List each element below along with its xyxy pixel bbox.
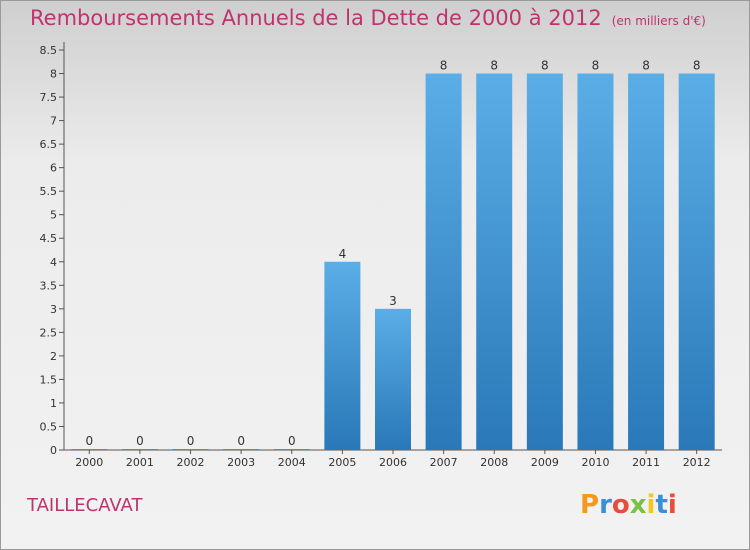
bar xyxy=(425,73,462,450)
data-label: 0 xyxy=(187,434,195,448)
y-tick-label: 7 xyxy=(50,115,57,128)
y-tick-label: 5.5 xyxy=(40,185,58,198)
bar xyxy=(628,73,665,450)
y-tick-label: 5 xyxy=(50,209,57,222)
data-label: 8 xyxy=(440,59,448,73)
x-tick-label: 2008 xyxy=(480,456,508,469)
proxiti-logo: Proxiti xyxy=(580,490,677,520)
data-label: 3 xyxy=(389,294,397,308)
chart-title: Remboursements Annuels de la Dette de 20… xyxy=(30,6,706,30)
y-tick-label: 2.5 xyxy=(40,326,58,339)
y-tick-label: 3.5 xyxy=(40,279,58,292)
logo-letter: t xyxy=(655,490,668,520)
x-tick-label: 2001 xyxy=(126,456,154,469)
bar xyxy=(172,449,209,450)
data-label: 0 xyxy=(136,434,144,448)
y-tick-label: 1.5 xyxy=(40,373,58,386)
y-tick-label: 4 xyxy=(50,256,57,269)
x-tick-label: 2002 xyxy=(177,456,205,469)
y-tick-label: 1 xyxy=(50,397,57,410)
bar xyxy=(71,449,108,450)
proxiti-logo-text: Proxiti xyxy=(580,490,677,520)
x-tick-label: 2011 xyxy=(632,456,660,469)
bar xyxy=(324,261,361,450)
y-tick-label: 8 xyxy=(50,68,57,81)
bar xyxy=(121,449,158,450)
bar xyxy=(375,308,411,450)
data-label: 8 xyxy=(693,59,701,73)
chart-title-text: Remboursements Annuels de la Dette de 20… xyxy=(30,6,602,30)
y-tick-label: 0 xyxy=(50,444,57,457)
logo-letter: r xyxy=(599,490,612,520)
y-tick-label: 2 xyxy=(50,350,57,363)
logo-letter: P xyxy=(580,490,600,520)
x-tick-label: 2006 xyxy=(379,456,407,469)
bar xyxy=(526,73,563,450)
x-tick-label: 2012 xyxy=(683,456,711,469)
logo-letter: i xyxy=(667,490,677,520)
y-tick-label: 7.5 xyxy=(40,91,58,104)
data-label: 8 xyxy=(642,59,650,73)
y-tick-label: 6 xyxy=(50,162,57,175)
x-tick-label: 2004 xyxy=(278,456,306,469)
y-tick-label: 3 xyxy=(50,303,57,316)
y-tick-label: 6.5 xyxy=(40,138,58,151)
logo-letter: o xyxy=(611,490,630,520)
data-label: 8 xyxy=(541,59,549,73)
data-label: 8 xyxy=(592,59,600,73)
data-label: 8 xyxy=(490,59,498,73)
bar xyxy=(223,449,260,450)
bar xyxy=(476,73,513,450)
data-label: 0 xyxy=(288,434,296,448)
y-tick-label: 8.5 xyxy=(40,44,58,57)
bar xyxy=(577,73,614,450)
x-tick-label: 2003 xyxy=(227,456,255,469)
logo-letter: x xyxy=(629,490,647,520)
x-tick-label: 2007 xyxy=(430,456,458,469)
x-tick-label: 2000 xyxy=(75,456,103,469)
x-tick-label: 2005 xyxy=(328,456,356,469)
chart-unit: (en milliers d'€) xyxy=(611,14,706,28)
bar xyxy=(273,449,310,450)
commune-name: TAILLECAVAT xyxy=(27,495,143,516)
logo-letter: i xyxy=(646,490,656,520)
data-label: 0 xyxy=(237,434,245,448)
y-tick-label: 4.5 xyxy=(40,232,58,245)
data-label: 0 xyxy=(85,434,93,448)
data-label: 4 xyxy=(339,247,347,261)
x-tick-label: 2009 xyxy=(531,456,559,469)
bar xyxy=(678,73,715,450)
y-tick-label: 0.5 xyxy=(40,420,58,433)
x-tick-label: 2010 xyxy=(581,456,609,469)
